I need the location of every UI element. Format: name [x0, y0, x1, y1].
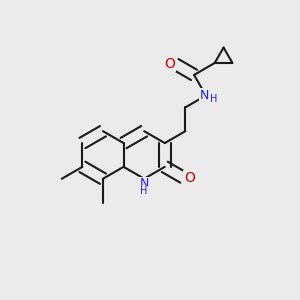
Text: H: H [140, 186, 148, 196]
Text: H: H [209, 94, 217, 104]
Text: O: O [184, 170, 195, 184]
Text: O: O [164, 57, 175, 71]
Text: N: N [200, 89, 209, 102]
Text: N: N [140, 177, 149, 190]
